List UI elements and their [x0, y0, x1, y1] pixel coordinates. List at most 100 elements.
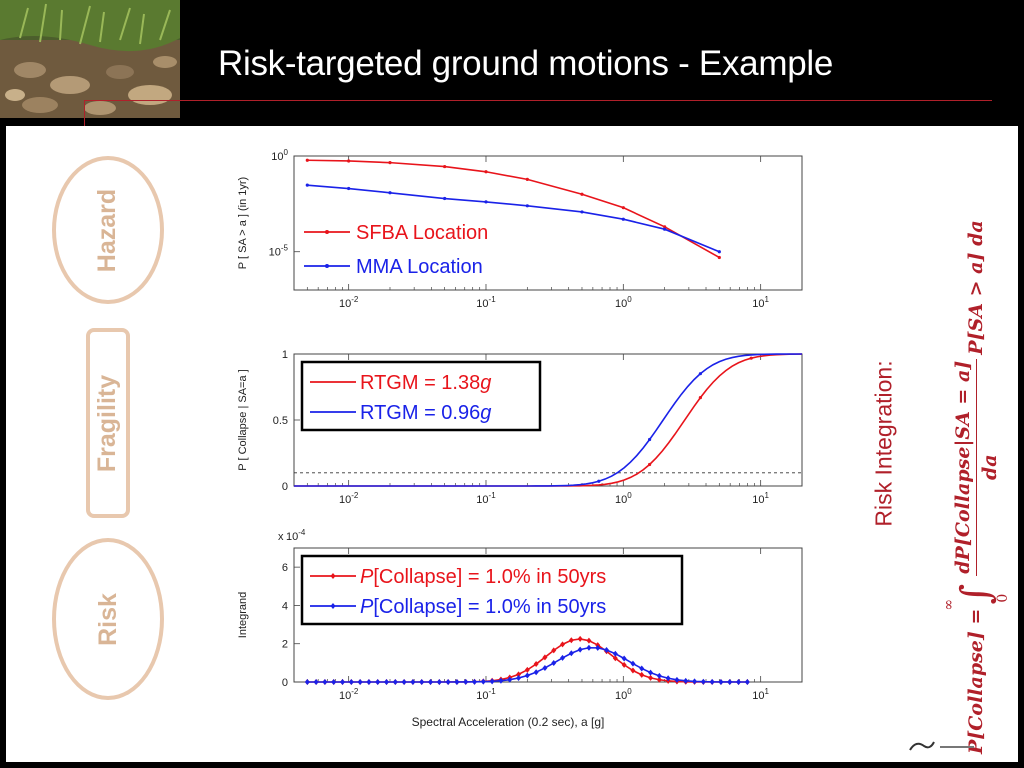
risk-integral-equation: P[Collapse] = ∫ ∞ 0 dP[Collapse|SA = a] da…: [934, 126, 1018, 762]
hazard-marker: [484, 200, 488, 204]
hazard-marker: [305, 183, 309, 187]
risk-marker: [648, 674, 654, 681]
risk-marker: [313, 679, 319, 685]
fragility-series-1-line: [294, 353, 803, 487]
risk-xlabel: Spectral Acceleration (0.2 sec), a [g]: [412, 715, 605, 729]
hazard-marker: [305, 158, 309, 162]
risk-marker: [357, 679, 363, 685]
fragility-legend: RTGM = 1.38g RTGM = 0.96g: [300, 360, 542, 432]
risk-marker: [507, 676, 513, 683]
legend-label: P[Collapse] = 1.0% in 50yrs: [360, 566, 606, 588]
hazard-marker: [580, 210, 584, 214]
x-tick-label: 101: [752, 687, 769, 702]
risk-marker: [709, 678, 715, 685]
risk-marker: [630, 667, 636, 674]
x-tick-label: 101: [752, 295, 769, 310]
risk-marker: [480, 678, 486, 685]
risk-marker: [340, 679, 346, 685]
hazard-series-1-line: [307, 184, 720, 253]
risk-marker: [516, 675, 522, 682]
risk-marker: [331, 679, 337, 685]
risk-marker: [375, 679, 381, 685]
risk-marker: [586, 637, 592, 644]
risk-marker: [445, 678, 451, 685]
fragility-marker: [698, 396, 702, 400]
chart-risk: 10-2 10-1 100 101 0 2 4 6 Integrand 10-4x Spectral…: [237, 528, 803, 729]
risk-marker: [551, 660, 557, 667]
legend-marker: [325, 230, 329, 234]
risk-marker: [621, 655, 627, 662]
legend-label: SFBA Location: [356, 222, 488, 244]
y-tick-label: 0: [282, 677, 288, 689]
y-tick-label: 10-5: [269, 244, 289, 259]
x-tick-label: 100: [615, 687, 632, 702]
risk-marker: [568, 637, 574, 644]
risk-marker: [630, 660, 636, 667]
fragility-marker: [648, 462, 652, 467]
risk-marker: [533, 669, 539, 676]
equation-lhs: P[Collapse] =: [965, 608, 987, 754]
hazard-marker: [621, 206, 625, 210]
title-rule-tick: [84, 100, 85, 126]
hazard-series-0-line: [307, 159, 720, 259]
hazard-marker: [443, 196, 447, 201]
risk-marker: [604, 646, 610, 653]
hazard-marker: [663, 227, 667, 231]
hazard-marker: [621, 217, 625, 221]
x-tick-label: 101: [752, 491, 769, 506]
x-tick-label: 10-2: [339, 491, 359, 506]
risk-marker: [304, 679, 310, 685]
y-multiplier-x: x: [278, 531, 284, 543]
fragility-label: Fragility: [86, 328, 130, 518]
risk-marker: [551, 647, 557, 654]
hazard-label: Hazard: [52, 156, 164, 304]
hazard-marker: [347, 159, 351, 163]
risk-marker: [366, 679, 372, 685]
fragility-ylabel: P [ Collapse | SA=a ]: [237, 369, 249, 470]
y-tick-label: 1: [282, 349, 288, 361]
risk-marker: [560, 654, 566, 661]
derivative-denominator: da: [978, 454, 1001, 481]
hazard-marker: [717, 255, 721, 260]
risk-marker: [656, 672, 662, 679]
fragility-marker: [749, 356, 753, 360]
hazard-marker: [388, 191, 392, 195]
y-tick-label: 2: [282, 639, 288, 651]
legend-box: [300, 554, 684, 626]
x-tick-label: 10-1: [476, 491, 496, 506]
legend-label: MMA Location: [356, 256, 483, 278]
risk-marker: [489, 678, 495, 685]
legend-box: [300, 360, 542, 432]
chart-fragility: 10-2 10-1 100 101 0 0.5 1 P [ Collapse | SA=a ]…: [237, 349, 803, 506]
risk-marker: [639, 665, 645, 672]
hazard-marker: [525, 204, 529, 208]
risk-marker: [639, 671, 645, 678]
x-tick-label: 10-2: [339, 687, 359, 702]
legend-label: P[Collapse] = 1.0% in 50yrs: [360, 596, 606, 618]
legend-label: RTGM = 1.38g: [360, 372, 491, 394]
risk-marker: [568, 650, 574, 657]
hazard-marker: [580, 192, 584, 196]
derivative-numerator: dP[Collapse|SA = a]: [951, 358, 977, 576]
y-tick-label: 0.5: [273, 415, 288, 427]
stream-photo: [0, 0, 180, 118]
risk-marker: [744, 678, 750, 685]
risk-marker: [595, 644, 601, 651]
fragility-marker: [597, 479, 601, 483]
risk-marker: [560, 641, 566, 648]
risk-marker: [542, 654, 548, 661]
risk-marker: [463, 678, 469, 685]
fragility-marker: [648, 437, 652, 442]
risk-marker: [621, 661, 627, 668]
fragility-marker: [698, 372, 702, 376]
chart-hazard: 10-2 10-1 100 101 100 10-5 P [ SA > a ] (in 1y…: [237, 148, 803, 310]
risk-marker: [718, 678, 724, 685]
risk-marker: [700, 678, 706, 685]
hazard-legend: SFBA Location MMA Location: [304, 222, 488, 278]
hazard-marker: [484, 170, 488, 174]
risk-marker: [472, 678, 478, 685]
slide-title: Risk-targeted ground motions - Example: [218, 44, 833, 83]
risk-marker: [436, 678, 442, 685]
risk-marker: [348, 679, 354, 685]
x-tick-label: 10-1: [476, 687, 496, 702]
